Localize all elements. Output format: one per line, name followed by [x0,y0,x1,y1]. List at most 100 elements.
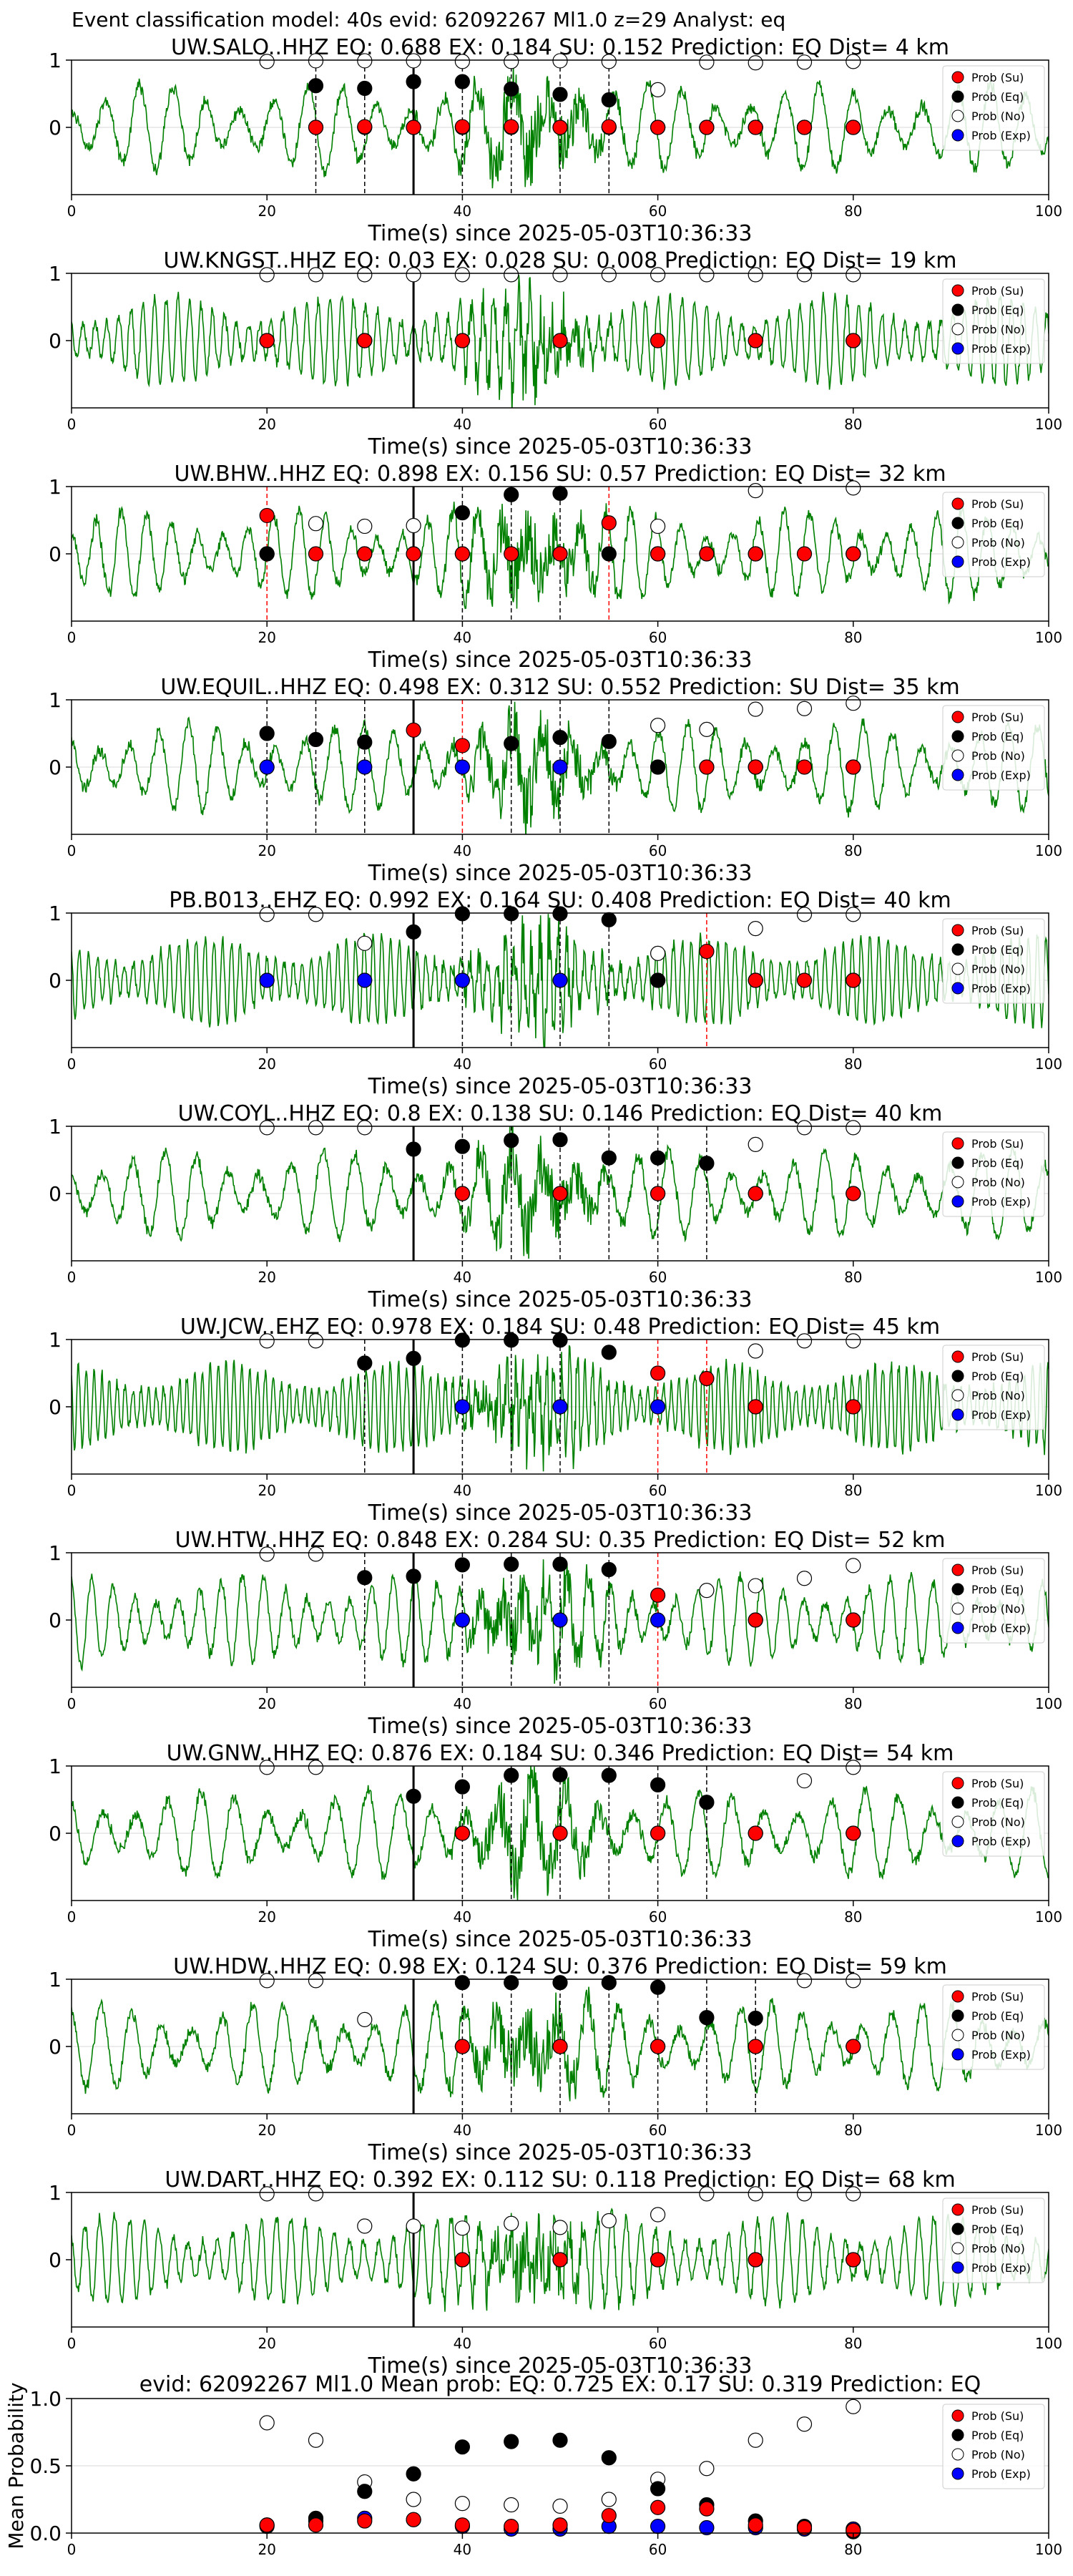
legend-label: Prob (Eq) [971,943,1024,957]
prob-eq-point [601,1345,617,1360]
x-tick-label: 80 [844,1482,862,1499]
prob-eq-point [259,726,275,741]
x-tick-label: 80 [844,1908,862,1926]
prob-no-point [748,483,763,499]
prob-no-point [504,267,519,283]
prob-su-point [454,546,471,562]
legend-box [942,2197,1045,2283]
prob-su-point [552,2039,568,2054]
prob-no-point [357,2011,373,2027]
prob-no-point [846,1333,861,1349]
prob-no-point [699,1583,715,1599]
prob-no-point [796,1120,813,1136]
prob-su-point [357,2513,373,2529]
prob-eq-point [357,2484,373,2499]
y-tick-label: 1 [49,1541,62,1565]
x-tick-label: 80 [844,203,862,220]
prob-exp-point [650,1612,666,1628]
prob-no-point [357,267,373,283]
prob-su-point [552,546,568,562]
x-tick-label: 80 [844,842,862,859]
x-tick-label: 40 [454,842,471,859]
x-tick-label: 20 [258,1695,275,1712]
x-tick-label: 20 [258,1482,275,1499]
prob-no-point [650,267,666,283]
x-axis-label: Time(s) since 2025-05-03T10:36:33 [368,2140,753,2165]
y-tick-label: 1.0 [29,2387,62,2411]
prob-su-point [796,546,813,562]
panel-0: UW.SALO..HHZ EQ: 0.688 EX: 0.184 SU: 0.1… [49,35,1062,246]
prob-su-point [406,546,421,562]
prob-no-point [308,907,324,922]
legend-marker [951,536,964,549]
y-tick-label: 1 [49,1115,62,1138]
legend-marker [951,943,964,956]
legend-label: Prob (No) [971,1389,1025,1402]
legend-label: Prob (Exp) [971,1195,1031,1209]
prob-eq-point [504,1975,519,1991]
legend-label: Prob (Eq) [971,1583,1024,1596]
prob-su-point [748,119,763,135]
legend-marker [951,497,964,510]
prob-no-point [357,1120,373,1136]
prob-exp-point [650,2519,666,2534]
y-tick-label: 1 [49,2181,62,2205]
legend-box [942,1345,1045,1430]
prob-eq-point [552,485,568,502]
prob-no-point [796,907,813,922]
prob-su-point [504,546,519,562]
prob-no-point [308,2186,324,2202]
prob-eq-point [454,1975,471,1991]
prob-no-point [601,267,617,283]
x-tick-label: 20 [258,416,275,433]
prob-eq-point [650,1979,666,1995]
prob-no-point [846,907,861,922]
legend-marker [951,2203,964,2216]
legend-marker [951,1195,964,1208]
prob-su-point [748,2517,763,2533]
waveform-trace [72,65,1049,189]
prob-no-point [748,2186,763,2202]
prob-eq-point [601,546,617,562]
prob-eq-point [552,730,568,746]
prob-no-point [796,1773,813,1789]
prob-su-point [504,119,519,135]
prob-no-point [308,1973,324,1989]
y-tick-label: 0 [49,1182,62,1206]
panel-5: UW.COYL..HHZ EQ: 0.8 EX: 0.138 SU: 0.146… [49,1101,1062,1312]
prob-su-point [357,546,373,562]
x-tick-label: 60 [649,1055,667,1073]
legend-marker [951,711,964,723]
x-tick-label: 80 [844,629,862,646]
legend-marker [951,2409,964,2422]
legend-box [942,2404,1045,2489]
prob-eq-point [454,1779,471,1795]
prob-eq-point [650,1777,666,1792]
prob-no-point [699,2461,715,2477]
prob-no-point [406,267,421,283]
prob-exp-point [357,972,373,988]
x-axis-label: Time(s) since 2025-05-03T10:36:33 [368,221,753,246]
legend-label: Prob (Eq) [971,2223,1024,2236]
prob-eq-point [504,1767,519,1783]
prob-su-point [357,119,373,135]
legend-marker [951,323,964,336]
prob-no-point [552,2220,568,2235]
y-tick-label: 1 [49,49,62,72]
prob-eq-point [406,2466,421,2482]
prob-su-point [406,119,421,135]
prob-eq-point [308,731,324,748]
prob-su-point [259,507,275,524]
prob-no-point [796,2186,813,2202]
legend-label: Prob (Su) [971,1777,1024,1790]
y-tick-label: 0 [49,969,62,992]
y-tick-label: 0 [49,1609,62,1632]
legend-label: Prob (Su) [971,2203,1024,2217]
prob-su-point [601,2507,617,2524]
prob-eq-point [748,2010,763,2026]
prob-su-point [846,1612,861,1628]
legend-marker [951,2261,964,2274]
prob-no-point [796,54,813,70]
x-tick-label: 40 [454,2335,471,2352]
